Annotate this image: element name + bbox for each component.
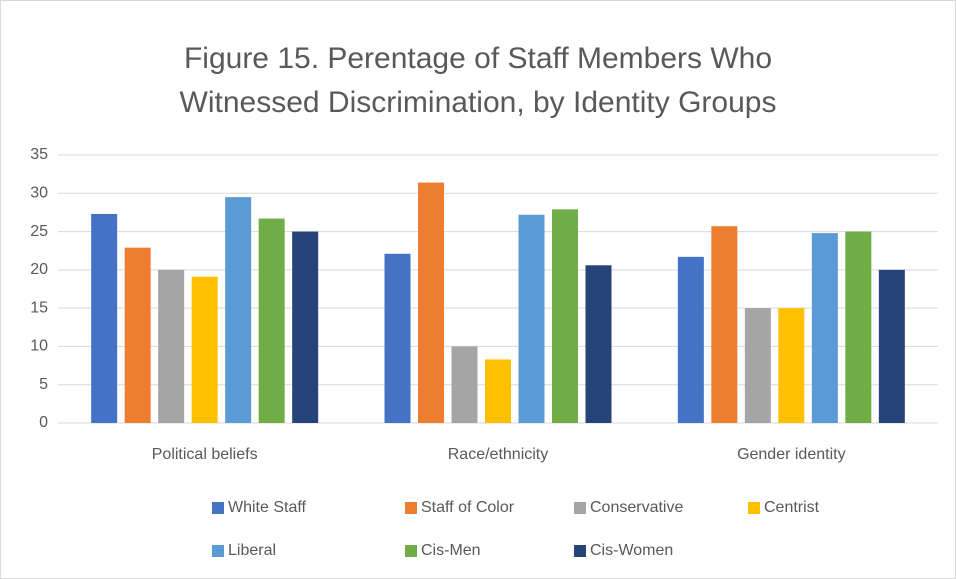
y-tick-label: 25 xyxy=(30,223,48,240)
bar xyxy=(585,265,612,423)
x-tick-label: Political beliefs xyxy=(152,446,258,463)
bar xyxy=(878,269,905,423)
bar xyxy=(91,213,118,423)
x-tick-label: Gender identity xyxy=(737,446,846,463)
y-tick-label: 5 xyxy=(39,376,48,393)
legend-label: Liberal xyxy=(228,542,276,559)
legend-label: White Staff xyxy=(228,499,307,516)
legend-swatch xyxy=(405,545,417,557)
legend-swatch xyxy=(748,502,760,514)
legend-swatch xyxy=(212,502,224,514)
legend-label: Cis-Women xyxy=(590,542,673,559)
bar xyxy=(677,256,704,423)
y-tick-label: 15 xyxy=(30,299,48,316)
x-tick-label: Race/ethnicity xyxy=(448,446,549,463)
y-tick-label: 30 xyxy=(30,185,48,202)
legend-swatch xyxy=(405,502,417,514)
legend-swatch xyxy=(574,502,586,514)
bar xyxy=(744,308,771,423)
bar xyxy=(258,218,285,423)
bar xyxy=(451,346,478,423)
bar xyxy=(158,269,185,423)
bar xyxy=(811,233,838,423)
bar xyxy=(778,308,805,423)
y-tick-label: 10 xyxy=(30,338,48,355)
bar xyxy=(845,231,872,423)
legend-swatch xyxy=(574,545,586,557)
bar xyxy=(225,197,252,423)
bar xyxy=(292,231,319,423)
legend-label: Conservative xyxy=(590,499,683,516)
y-tick-label: 35 xyxy=(30,146,48,163)
y-tick-label: 0 xyxy=(39,414,48,431)
bar xyxy=(191,276,218,423)
bar xyxy=(711,226,738,423)
legend-label: Centrist xyxy=(764,499,820,516)
chart-title: Witnessed Discrimination, by Identity Gr… xyxy=(180,86,777,119)
bar xyxy=(485,359,511,423)
bar xyxy=(124,247,151,423)
bar xyxy=(518,214,545,423)
chart-title: Figure 15. Perentage of Staff Members Wh… xyxy=(184,42,772,75)
bar xyxy=(418,182,444,423)
y-tick-label: 20 xyxy=(30,261,48,278)
legend-swatch xyxy=(212,545,224,557)
legend-label: Staff of Color xyxy=(421,499,515,516)
legend-label: Cis-Men xyxy=(421,542,481,559)
bar xyxy=(384,253,411,423)
bar xyxy=(552,209,578,423)
